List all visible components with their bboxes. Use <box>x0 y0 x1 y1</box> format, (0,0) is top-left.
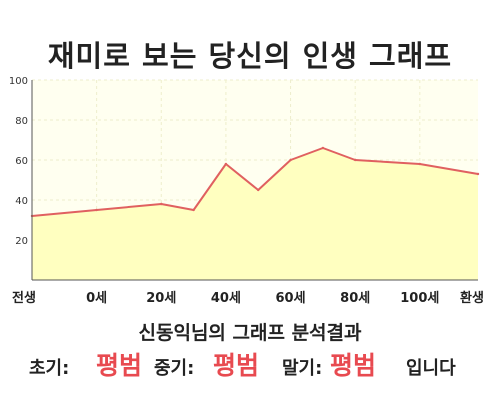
page-title: 재미로 보는 당신의 인생 그래프 <box>47 39 453 73</box>
data-point <box>354 158 357 162</box>
data-point <box>160 202 163 206</box>
x-tick-label: 0세 <box>86 291 107 306</box>
x-tick-label: 20세 <box>146 291 176 306</box>
x-tick-label: 40세 <box>211 291 241 306</box>
result-summary: 초기: 평범 중기: 평범 말기: 평범 입니다 <box>0 345 500 381</box>
data-point <box>418 162 421 166</box>
y-tick-label: 60 <box>15 156 28 167</box>
data-point <box>95 208 98 212</box>
result-suffix: 입니다 <box>406 358 456 379</box>
data-point <box>289 158 292 162</box>
series-area <box>32 148 478 280</box>
late-label: 말기: <box>282 358 323 379</box>
y-tick-label: 40 <box>15 196 28 207</box>
data-point <box>192 208 195 212</box>
x-tick-label: 환생 <box>460 290 484 306</box>
late-value: 평범 <box>330 351 377 380</box>
middle-label: 중기: <box>154 358 195 379</box>
x-tick-label: 전생 <box>12 290 36 306</box>
data-point <box>224 162 228 166</box>
y-tick-label: 100 <box>9 76 28 87</box>
early-value: 평범 <box>96 351 143 380</box>
y-tick-label: 80 <box>15 116 28 127</box>
result-heading: 신동익님의 그래프 분석결과 <box>138 322 362 344</box>
early-label: 초기: <box>29 358 70 379</box>
x-tick-label: 80세 <box>340 291 370 306</box>
x-tick-label: 60세 <box>276 291 306 306</box>
y-tick-label: 20 <box>15 236 28 247</box>
data-point <box>257 188 260 192</box>
data-point <box>321 146 325 150</box>
x-tick-label: 100세 <box>400 291 439 306</box>
middle-value: 평범 <box>213 351 260 380</box>
data-point <box>476 172 480 176</box>
